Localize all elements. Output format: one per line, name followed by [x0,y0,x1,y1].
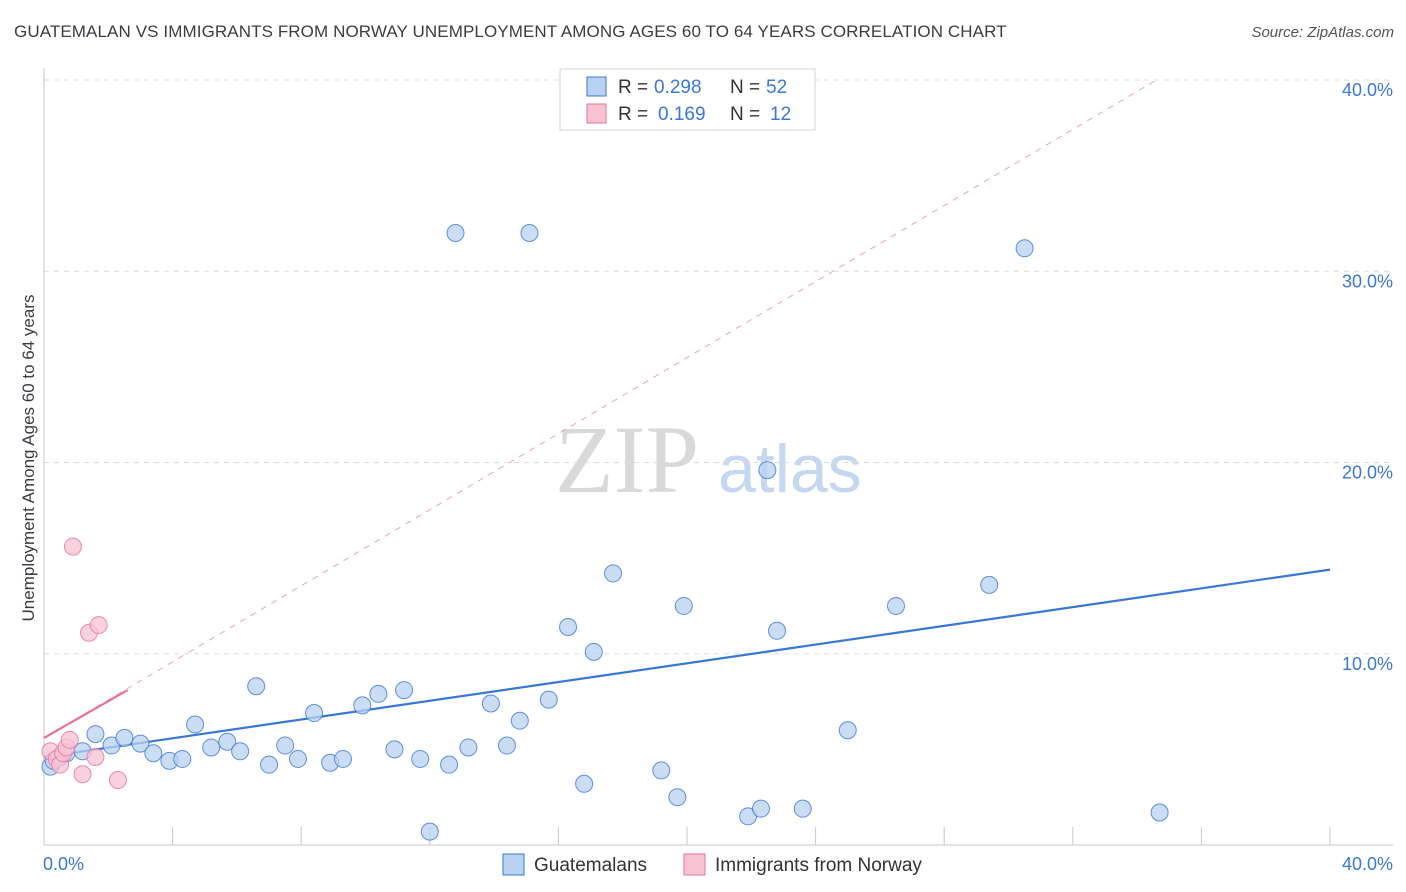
legend-r-value-1: 0.298 [654,77,702,98]
guatemalans-point [440,755,459,774]
legend-r-label-1: R = [618,77,648,98]
guatemalans-point [838,721,857,740]
legend-n-label-2: N = [730,104,760,125]
series-legend: Guatemalans Immigrants from Norway [502,853,922,876]
watermark-atlas: atlas [718,431,862,507]
legend-r-label-2: R = [618,104,648,125]
legend-n-label-1: N = [730,77,760,98]
y-tick-label: 20.0% [1342,463,1393,483]
y-tick-label: 40.0% [1342,80,1393,100]
guatemalans-point [231,742,250,761]
guatemalans-point [411,749,430,768]
trend-lines [43,79,1331,759]
guatemalans-point [584,642,603,661]
guatemalans-point [86,725,105,744]
source-credit: Source: ZipAtlas.com [1251,24,1394,41]
guatemalans-point [202,738,221,757]
norway-point [60,730,79,749]
guatemalans-point [674,596,693,615]
guatemalans-point [886,596,905,615]
guatemalans-point [173,749,192,768]
guatemalans-point [1150,803,1169,822]
guatemalans-point [575,774,594,793]
y-tick-label: 10.0% [1342,654,1393,674]
axes [43,68,1393,846]
guatemalans-point [510,711,529,730]
correlation-legend: R = 0.298 N = 52 R = 0.169 N = 12 [559,68,816,131]
guatemalans-point [420,822,439,841]
guatemalans-point [218,732,237,751]
guatemalans-point [751,799,770,818]
x-tick-label-min: 0.0% [43,854,84,874]
legend-n-value-2: 12 [770,104,791,125]
guatemalans-point [520,224,539,242]
guatemalans-point [395,681,414,700]
legend-r-value-2: 0.169 [658,104,706,125]
guatemalans-point [288,749,307,768]
guatemalans-point [668,788,687,807]
y-tick-labels: 10.0% 20.0% 30.0% 40.0% [1342,80,1393,674]
grid-lines [44,79,1393,655]
x-tick-label-max: 40.0% [1342,854,1393,874]
watermark-zip: ZIP [555,406,699,513]
guatemalans-point [333,749,352,768]
guatemalans-point [115,728,134,747]
guatemalans-point [559,617,578,636]
bottom-legend-label-norway: Immigrants from Norway [715,855,922,876]
guatemalans-point [260,755,279,774]
guatemalans-point [768,621,787,640]
legend-n-value-1: 52 [766,77,787,98]
guatemalans-point [385,740,404,759]
guatemalans-point [144,744,163,763]
guatemalans-point [459,738,478,757]
guatemalans-trend-line [43,568,1331,759]
guatemalans-point [131,734,150,753]
norway-trend-line [43,689,129,739]
guatemalans-point [793,799,812,818]
guatemalans-point [539,690,558,709]
guatemalans-point [305,704,324,723]
guatemalans-point [604,564,623,583]
y-tick-label: 30.0% [1342,271,1393,291]
guatemalans-point [369,684,388,703]
data-points [41,224,1169,841]
bottom-legend-swatch-norway [683,853,706,876]
guatemalans-point [652,761,671,780]
guatemalans-point [446,224,465,242]
legend-swatch-norway [586,103,607,124]
norway-point [108,770,127,789]
y-axis-title: Unemployment Among Ages 60 to 64 years [19,295,38,622]
guatemalans-point [481,694,500,713]
norway-point [89,616,108,635]
guatemalans-point [353,696,372,715]
guatemalans-point [1015,239,1034,258]
guatemalans-point [247,677,266,696]
guatemalans-point [497,736,516,755]
bottom-legend-label-guatemalans: Guatemalans [534,855,647,876]
guatemalans-point [276,736,295,755]
norway-point [86,748,105,767]
guatemalans-point [186,715,205,734]
norway-point [63,537,82,556]
legend-swatch-guatemalans [586,76,607,97]
bottom-legend-swatch-guatemalans [502,853,525,876]
guatemalans-point [980,575,999,594]
guatemalans-point [758,461,777,480]
norway-point [73,765,92,784]
chart-title: GUATEMALAN VS IMMIGRANTS FROM NORWAY UNE… [14,22,1007,41]
